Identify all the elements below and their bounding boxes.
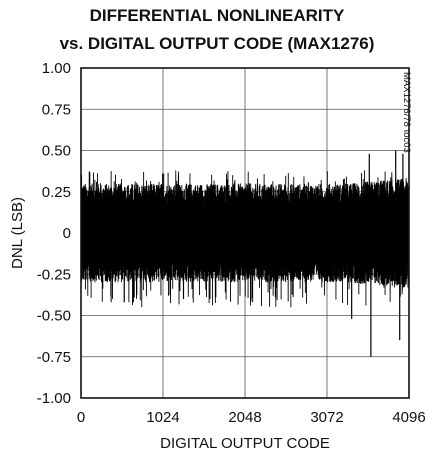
x-axis-title: DIGITAL OUTPUT CODE: [160, 435, 330, 452]
chart-title-line1: DIFFERENTIAL NONLINEARITY: [89, 6, 345, 25]
x-tick-label: 0: [77, 409, 85, 426]
y-tick-label: -0.25: [37, 266, 71, 283]
y-tick-label: 0.25: [42, 184, 71, 201]
y-tick-label: -1.00: [37, 390, 71, 407]
y-tick-label: 0.50: [42, 143, 71, 160]
y-tick-label: 0.75: [42, 101, 71, 118]
x-tick-label: 1024: [146, 409, 179, 426]
x-tick-label: 4096: [392, 409, 425, 426]
y-tick-label: -0.75: [37, 349, 71, 366]
x-axis-ticks: 0 1024 2048 3072 4096: [77, 409, 426, 426]
y-axis-title: DNL (LSB): [9, 197, 26, 269]
x-tick-label: 2048: [228, 409, 261, 426]
plot-frame: [80, 67, 410, 399]
chart-title-line2: vs. DIGITAL OUTPUT CODE (MAX1276): [59, 34, 375, 53]
x-tick-label: 3072: [310, 409, 343, 426]
y-tick-label: -0.50: [37, 308, 71, 325]
dnl-spikes: [81, 170, 403, 308]
y-axis-ticks: 1.00 0.75 0.50 0.25 0 -0.25 -0.50 -0.75 -1.00: [37, 60, 71, 407]
figure-id-note: MAX1276/78 toc03: [401, 72, 412, 153]
y-tick-label: 1.00: [42, 60, 71, 77]
y-tick-label: 0: [63, 225, 71, 242]
